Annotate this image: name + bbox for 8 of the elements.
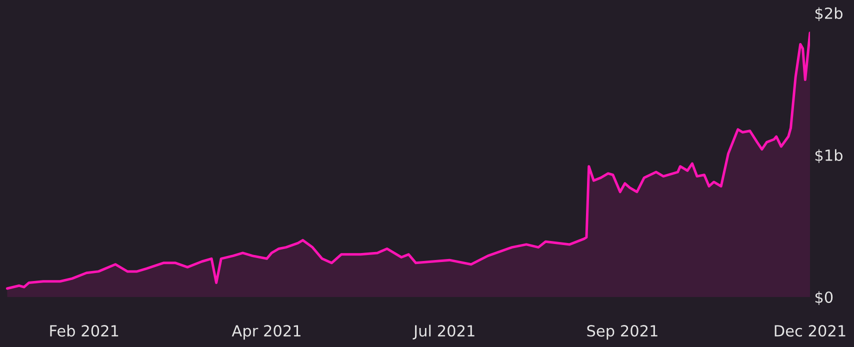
y-tick-label: $1b bbox=[815, 149, 842, 164]
x-tick-label: Feb 2021 bbox=[50, 324, 118, 337]
y-tick-label: $0 bbox=[815, 291, 833, 306]
x-tick-label: Apr 2021 bbox=[232, 325, 300, 340]
x-tick-label: Sep 2021 bbox=[587, 325, 658, 340]
y-tick-label: $2b bbox=[815, 7, 842, 22]
x-tick-label: Jul 2021 bbox=[412, 324, 474, 340]
x-tick-label: Dec 2021 bbox=[774, 325, 846, 337]
